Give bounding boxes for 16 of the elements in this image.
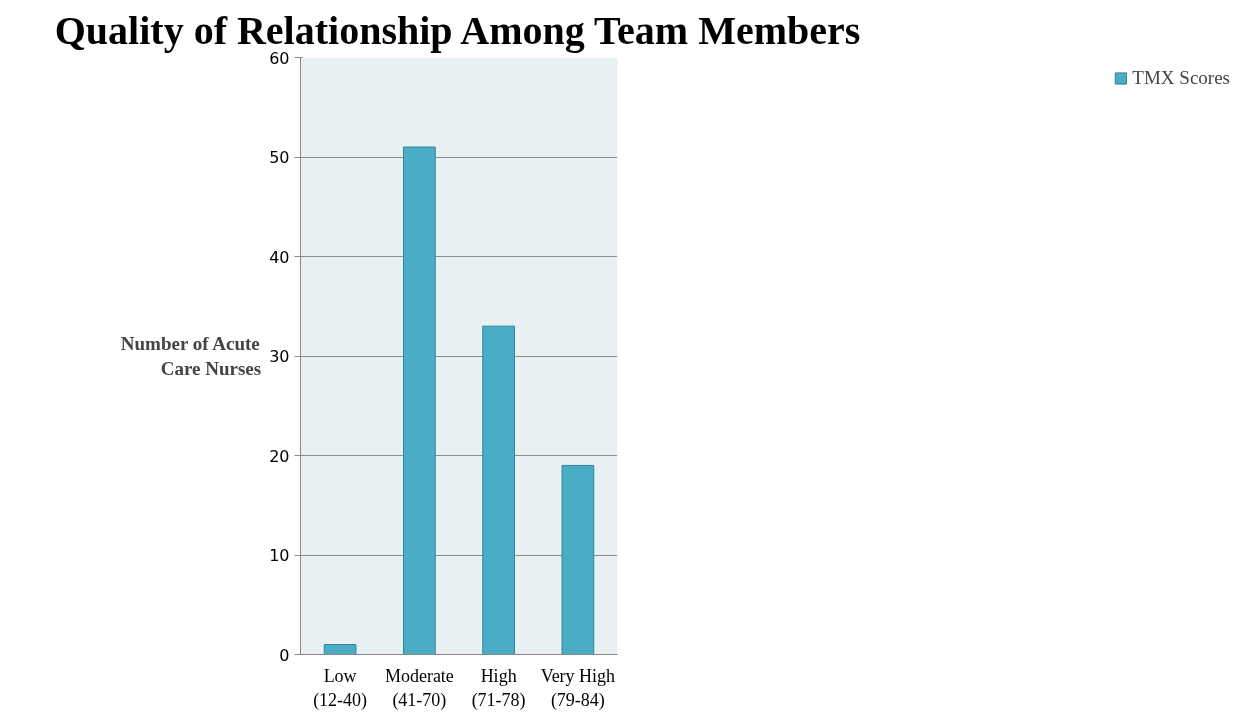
- y-axis-title: Number of Acute Care Nurses: [120, 332, 262, 380]
- x-tick-label: High (71-78): [471, 665, 526, 711]
- y-tick-label: 0: [279, 645, 290, 665]
- y-tick-label: 20: [269, 446, 290, 466]
- x-tick-label: Very High (79-84): [540, 665, 616, 711]
- x-tick-label: Low (12-40): [313, 665, 368, 711]
- y-tick-label: 30: [269, 347, 290, 366]
- x-tick-label: Moderate (41-70): [384, 665, 454, 711]
- bar: [323, 644, 357, 655]
- y-tick-label: 40: [269, 247, 290, 267]
- y-tick-label: 10: [269, 546, 290, 565]
- bar: [403, 146, 436, 655]
- bar: [561, 464, 595, 655]
- y-tick-label: 50: [269, 148, 290, 167]
- bar: [482, 325, 515, 655]
- legend-label: TMX Scores: [1132, 67, 1230, 89]
